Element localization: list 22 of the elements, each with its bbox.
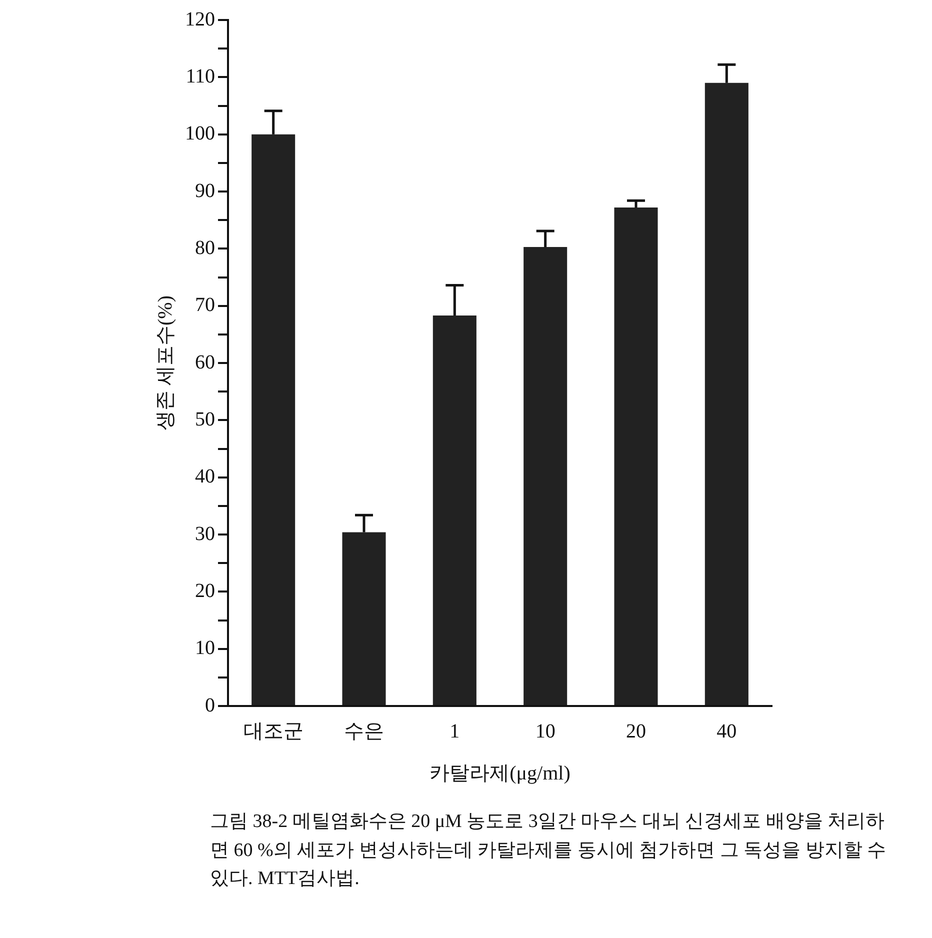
y-tick-label: 40 [195, 466, 215, 488]
y-tick-label: 50 [195, 408, 215, 430]
x-tick-label: 10 [535, 720, 556, 742]
y-tick-label: 70 [195, 294, 215, 316]
y-axis-title: 생존 세포수(%) [154, 296, 176, 430]
y-tick-label: 10 [195, 637, 215, 660]
y-tick-label: 120 [185, 8, 215, 30]
y-tick-label: 20 [195, 580, 215, 602]
x-tick-label: 1 [450, 720, 460, 742]
x-axis-title: 카탈라제(μg/ml) [430, 762, 570, 784]
y-tick-label: 0 [205, 694, 215, 716]
x-tick-label: 20 [626, 720, 646, 742]
caption: 그림 38-2 메틸염화수은 20 μM 농도로 3일간 마우스 대뇌 신경세포 배양을 처리하면 60 %의 세포가 변성사하는데 카탈라제를 동시에 첨가하면 그 독성을 방지할 수 있다. MTT검사법. [210, 810, 888, 891]
x-tick-label: 대조군 [243, 720, 304, 742]
x-tick-label: 40 [716, 720, 737, 742]
y-tick-label: 60 [195, 351, 215, 374]
y-tick-label: 80 [195, 236, 215, 259]
y-tick-label: 110 [186, 65, 215, 88]
y-tick-label: 30 [195, 522, 215, 545]
x-tick-label: 수은 [344, 720, 384, 742]
y-tick-label: 100 [185, 122, 215, 145]
y-tick-label: 90 [195, 180, 215, 202]
